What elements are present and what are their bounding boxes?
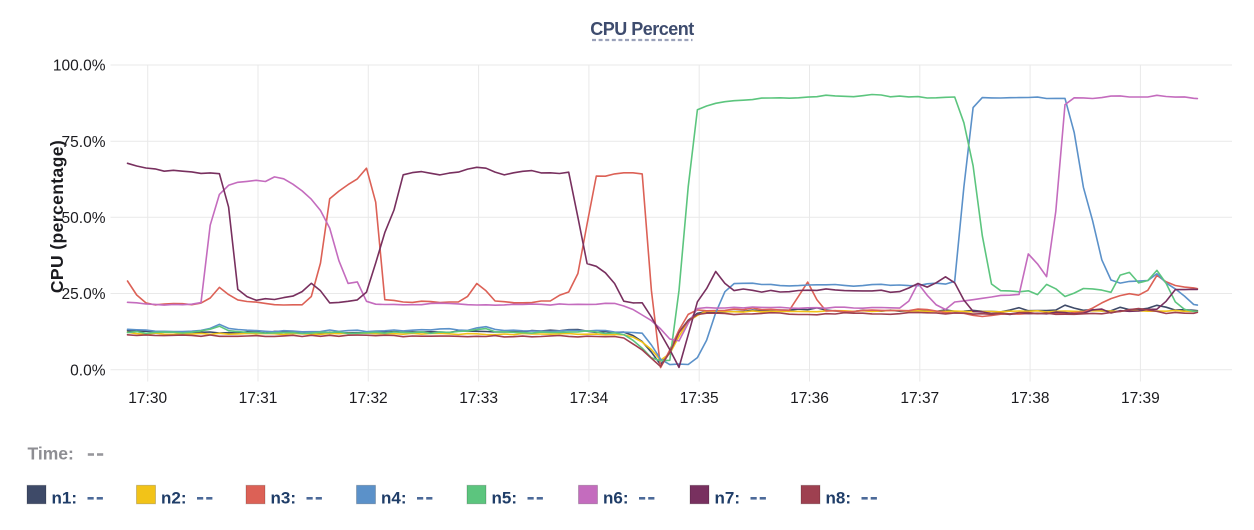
svg-text:25.0%: 25.0%	[62, 286, 106, 303]
svg-text:n4:: n4:	[381, 489, 407, 508]
svg-text:n8:: n8:	[826, 489, 852, 508]
svg-text:17:38: 17:38	[1011, 390, 1050, 407]
svg-text:CPU Percent: CPU Percent	[590, 19, 694, 39]
svg-text:17:35: 17:35	[680, 390, 719, 407]
svg-text:0.0%: 0.0%	[70, 362, 106, 379]
svg-text:17:37: 17:37	[900, 390, 939, 407]
svg-text:17:32: 17:32	[349, 390, 388, 407]
svg-text:17:31: 17:31	[239, 390, 278, 407]
svg-text:n1:: n1:	[52, 489, 78, 508]
svg-text:17:34: 17:34	[570, 390, 609, 407]
svg-text:CPU (percentage): CPU (percentage)	[47, 140, 67, 293]
svg-text:n7:: n7:	[715, 489, 741, 508]
svg-text:17:36: 17:36	[790, 390, 829, 407]
svg-text:n5:: n5:	[492, 489, 518, 508]
svg-text:17:39: 17:39	[1121, 390, 1160, 407]
svg-text:100.0%: 100.0%	[53, 58, 106, 75]
svg-text:n6:: n6:	[603, 489, 629, 508]
svg-text:50.0%: 50.0%	[62, 210, 106, 227]
svg-text:17:30: 17:30	[128, 390, 167, 407]
svg-text:17:33: 17:33	[459, 390, 498, 407]
svg-text:75.0%: 75.0%	[62, 134, 106, 151]
svg-text:n2:: n2:	[161, 489, 187, 508]
svg-text:n3:: n3:	[271, 489, 297, 508]
svg-text:Time:: Time:	[28, 444, 74, 464]
